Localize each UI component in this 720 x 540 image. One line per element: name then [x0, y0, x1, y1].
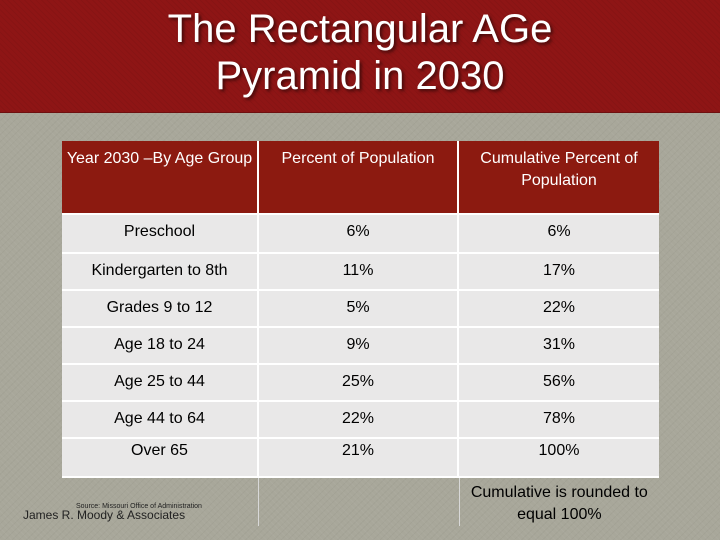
cell-percent: 11%: [259, 254, 459, 289]
cell-cumulative: 6%: [547, 223, 571, 240]
cell-age-group: Kindergarten to 8th: [62, 254, 259, 289]
table-row: Preschool 6% 6%: [62, 215, 659, 252]
cell-cumulative: 78%: [542, 410, 576, 427]
age-table: Year 2030 –By Age Group Percent of Popul…: [62, 141, 659, 526]
cell-age-group: Age 44 to 64: [62, 402, 259, 437]
cell-cumulative: 31%: [542, 336, 576, 353]
cell-cumulative: 56%: [542, 373, 576, 390]
slide-title: The Rectangular AGe Pyramid in 2030: [0, 6, 720, 100]
table-header-row: Year 2030 –By Age Group Percent of Popul…: [62, 141, 659, 215]
cell-percent: 6%: [259, 215, 459, 252]
cell-percent: 22%: [259, 402, 459, 437]
slide-title-line-1: The Rectangular AGe: [167, 7, 553, 51]
header-percent: Percent of Population: [259, 141, 459, 213]
cell-cumulative: 22%: [542, 299, 576, 316]
table-row: Age 25 to 44 25% 56%: [62, 363, 659, 400]
table-row: Age 44 to 64 22% 78%: [62, 400, 659, 437]
cell-percent: 21%: [259, 439, 459, 476]
author-credit: James R. Moody & Associates: [23, 508, 186, 522]
cell-age-group: Grades 9 to 12: [62, 291, 259, 326]
footer-empty-cell: [62, 478, 260, 526]
rounding-note: Cumulative is rounded to equal 100%: [470, 484, 648, 523]
table-row: Kindergarten to 8th 11% 17%: [62, 252, 659, 289]
cell-cumulative: 17%: [542, 262, 576, 279]
cell-age-group: Over 65: [62, 439, 259, 476]
cell-age-group: Preschool: [62, 215, 259, 252]
footer-empty-cell: [259, 478, 460, 526]
cell-cumulative: 100%: [538, 442, 580, 459]
header-age-group: Year 2030 –By Age Group: [62, 141, 259, 213]
cell-percent: 25%: [259, 365, 459, 400]
table-row: Over 65 21% 100%: [62, 437, 659, 476]
table-row: Age 18 to 24 9% 31%: [62, 326, 659, 363]
header-cumulative: Cumulative Percent of Population: [480, 150, 638, 189]
cell-percent: 5%: [259, 291, 459, 326]
source-credit: Source: Missouri Office of Administratio…: [76, 503, 202, 510]
table-row: Grades 9 to 12 5% 22%: [62, 289, 659, 326]
cell-percent: 9%: [259, 328, 459, 363]
title-bar: [0, 0, 720, 113]
cell-age-group: Age 25 to 44: [62, 365, 259, 400]
cell-age-group: Age 18 to 24: [62, 328, 259, 363]
table-footer-row: Cumulative is rounded to equal 100%: [62, 476, 659, 526]
slide-title-line-2: Pyramid in 2030: [215, 54, 505, 98]
